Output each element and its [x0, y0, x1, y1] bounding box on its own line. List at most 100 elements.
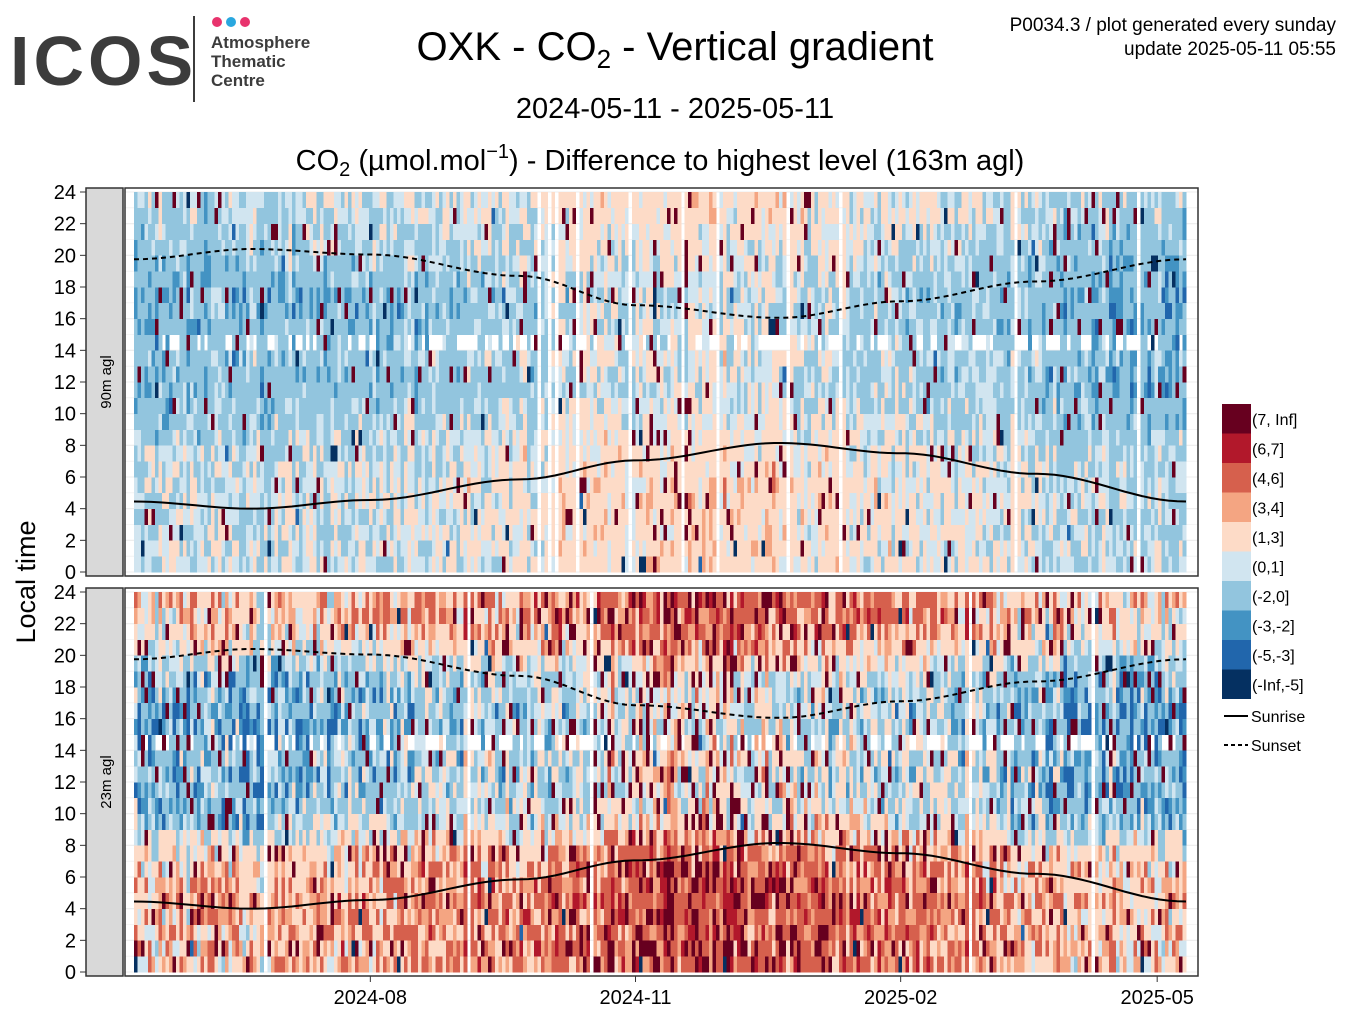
heatmap-cell — [579, 207, 584, 224]
heatmap-cell — [404, 445, 408, 462]
heatmap-cell — [141, 508, 145, 525]
heatmap-cell — [228, 540, 233, 557]
heatmap-cell — [340, 477, 345, 494]
heatmap-cell — [614, 445, 619, 462]
heatmap-cell — [803, 207, 808, 224]
heatmap-cell — [723, 271, 727, 288]
heatmap-cell — [498, 255, 503, 272]
heatmap-cell — [491, 492, 496, 509]
heatmap-cell — [726, 366, 731, 383]
heatmap-cell — [779, 492, 784, 509]
heatmap-cell — [561, 223, 566, 240]
heatmap-cell — [568, 556, 573, 573]
heatmap-cell — [572, 255, 577, 272]
heatmap-cell — [382, 207, 387, 224]
heatmap-cell — [400, 366, 405, 383]
heatmap-cell — [730, 223, 734, 240]
heatmap-cell — [705, 492, 710, 509]
heatmap-cell — [635, 302, 640, 319]
heatmap-cell — [589, 492, 594, 509]
heatmap-cell — [894, 334, 899, 351]
heatmap-cell — [165, 540, 170, 557]
heatmap-cell — [155, 508, 159, 525]
heatmap-cell — [582, 350, 587, 367]
heatmap-cell — [249, 255, 254, 272]
heatmap-cell — [800, 255, 805, 272]
heatmap-cell — [155, 255, 159, 272]
heatmap-cell — [270, 429, 275, 446]
heatmap-cell — [432, 477, 436, 494]
heatmap-cell — [761, 287, 766, 304]
heatmap-cell — [263, 192, 268, 209]
heatmap-cell — [789, 239, 794, 256]
heatmap-cell — [568, 461, 573, 478]
heatmap-cell — [358, 382, 363, 399]
heatmap-cell — [582, 445, 587, 462]
heatmap-cell — [660, 397, 664, 414]
heatmap-cell — [614, 350, 619, 367]
heatmap-cell — [333, 223, 338, 240]
heatmap-cell — [333, 192, 338, 209]
heatmap-cell — [183, 287, 187, 304]
heatmap-cell — [474, 239, 478, 256]
heatmap-cell — [603, 350, 608, 367]
heatmap-cell — [397, 302, 401, 319]
heatmap-cell — [863, 397, 868, 414]
heatmap-cell — [319, 239, 324, 256]
heatmap-cell — [747, 223, 752, 240]
heatmap-cell — [382, 382, 387, 399]
heatmap-cell — [467, 255, 471, 272]
heatmap-cell — [162, 302, 166, 319]
heatmap-cell — [232, 445, 236, 462]
heatmap-cell — [389, 350, 394, 367]
heatmap-cell — [596, 271, 601, 288]
heatmap-cell — [726, 271, 731, 288]
heatmap-cell — [726, 207, 731, 224]
heatmap-cell — [361, 350, 366, 367]
heatmap-cell — [509, 556, 514, 573]
heatmap-cell — [228, 255, 233, 272]
heatmap-cell — [593, 350, 598, 367]
heatmap-cell — [439, 318, 443, 335]
heatmap-cell — [624, 318, 629, 335]
heatmap-cell — [674, 397, 678, 414]
heatmap-cell — [165, 508, 170, 525]
heatmap-cell — [723, 207, 727, 224]
heatmap-cell — [796, 287, 801, 304]
heatmap-cell — [204, 366, 208, 383]
heatmap-cell — [200, 207, 205, 224]
heatmap-cell — [723, 318, 727, 335]
heatmap-cell — [863, 461, 868, 478]
heatmap-cell — [463, 556, 468, 573]
heatmap-cell — [319, 334, 324, 351]
heatmap-cell — [803, 350, 808, 367]
heatmap-cell — [621, 334, 626, 351]
heatmap-cell — [281, 477, 286, 494]
heatmap-cell — [372, 287, 377, 304]
heatmap-cell — [333, 397, 338, 414]
heatmap-cell — [389, 397, 394, 414]
heatmap-cell — [523, 271, 528, 288]
heatmap-cell — [642, 302, 647, 319]
heatmap-cell — [456, 350, 461, 367]
heatmap-cell — [733, 524, 738, 541]
heatmap-cell — [344, 429, 349, 446]
heatmap-cell — [800, 397, 805, 414]
heatmap-cell — [491, 318, 496, 335]
heatmap-cell — [309, 366, 314, 383]
heatmap-cell — [354, 429, 359, 446]
heatmap-cell — [186, 207, 191, 224]
heatmap-cell — [295, 397, 300, 414]
heatmap-cell — [523, 492, 528, 509]
heatmap-cell — [148, 223, 152, 240]
heatmap-cell — [596, 556, 601, 573]
heatmap-cell — [263, 413, 268, 430]
heatmap-cell — [428, 318, 433, 335]
heatmap-cell — [404, 413, 408, 430]
heatmap-cell — [232, 492, 236, 509]
heatmap-cell — [386, 477, 391, 494]
heatmap-cell — [691, 318, 696, 335]
heatmap-cell — [344, 287, 349, 304]
heatmap-cell — [379, 334, 384, 351]
heatmap-cell — [660, 255, 664, 272]
